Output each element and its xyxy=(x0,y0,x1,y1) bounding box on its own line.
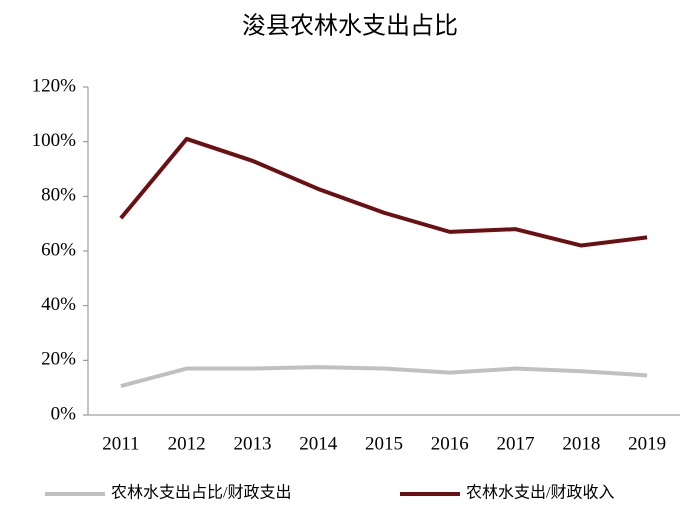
x-tick-label: 2015 xyxy=(365,433,403,454)
x-tick-label: 2013 xyxy=(233,433,271,454)
series-line xyxy=(119,136,648,248)
y-tick-label: 20% xyxy=(41,349,76,370)
x-tick-label: 2019 xyxy=(628,433,666,454)
x-tick-label: 2012 xyxy=(168,433,206,454)
y-tick-label: 100% xyxy=(32,130,77,151)
y-tick-label: 0% xyxy=(51,403,77,424)
chart-title: 浚县农林水支出占比 xyxy=(242,13,458,40)
x-tick-label: 2016 xyxy=(431,433,469,454)
y-tick-label: 80% xyxy=(41,185,76,206)
y-tick-label: 40% xyxy=(41,294,76,315)
legend-label: 农林水支出占比/财政支出 xyxy=(111,484,291,502)
x-tick-label: 2014 xyxy=(299,433,338,454)
x-tick-label: 2017 xyxy=(497,433,535,454)
x-tick-label: 2011 xyxy=(102,433,139,454)
legend-label: 农林水支出/财政收入 xyxy=(466,484,614,502)
y-tick-label: 60% xyxy=(41,239,76,260)
y-tick-label: 120% xyxy=(32,75,77,96)
series-line xyxy=(120,365,648,388)
x-tick-label: 2018 xyxy=(562,433,600,454)
